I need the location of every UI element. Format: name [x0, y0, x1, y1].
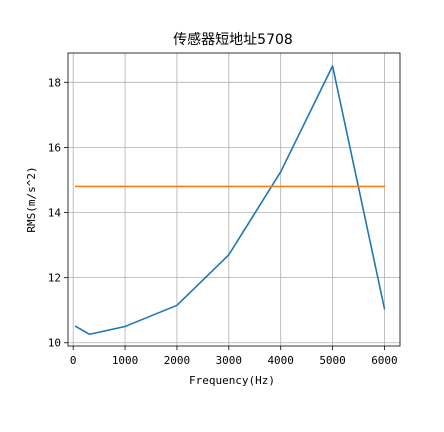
y-tick-label: 10: [48, 337, 61, 350]
x-tick-label: 4000: [267, 354, 294, 367]
chart-title: 传感器短地址5708: [173, 31, 293, 48]
x-tick-label: 5000: [319, 354, 346, 367]
y-tick-label: 18: [48, 76, 61, 89]
grid: [68, 53, 400, 346]
series-line-0: [74, 65, 386, 336]
x-axis: 0 1000 2000 3000 4000 5000 6000: [70, 346, 398, 367]
y-tick-label: 16: [48, 141, 61, 154]
y-axis: 10 12 14 16 18: [48, 76, 68, 350]
y-tick-label: 14: [48, 207, 62, 220]
x-tick-label: 1000: [112, 354, 139, 367]
y-axis-label: RMS(m/s^2): [25, 166, 38, 232]
x-tick-label: 0: [70, 354, 77, 367]
x-axis-label: Frequency(Hz): [189, 374, 275, 387]
series-layer: [74, 65, 386, 336]
x-tick-label: 3000: [216, 354, 243, 367]
x-tick-label: 6000: [371, 354, 398, 367]
y-tick-label: 12: [48, 272, 61, 285]
x-tick-label: 2000: [164, 354, 191, 367]
plot-frame: [67, 52, 401, 347]
